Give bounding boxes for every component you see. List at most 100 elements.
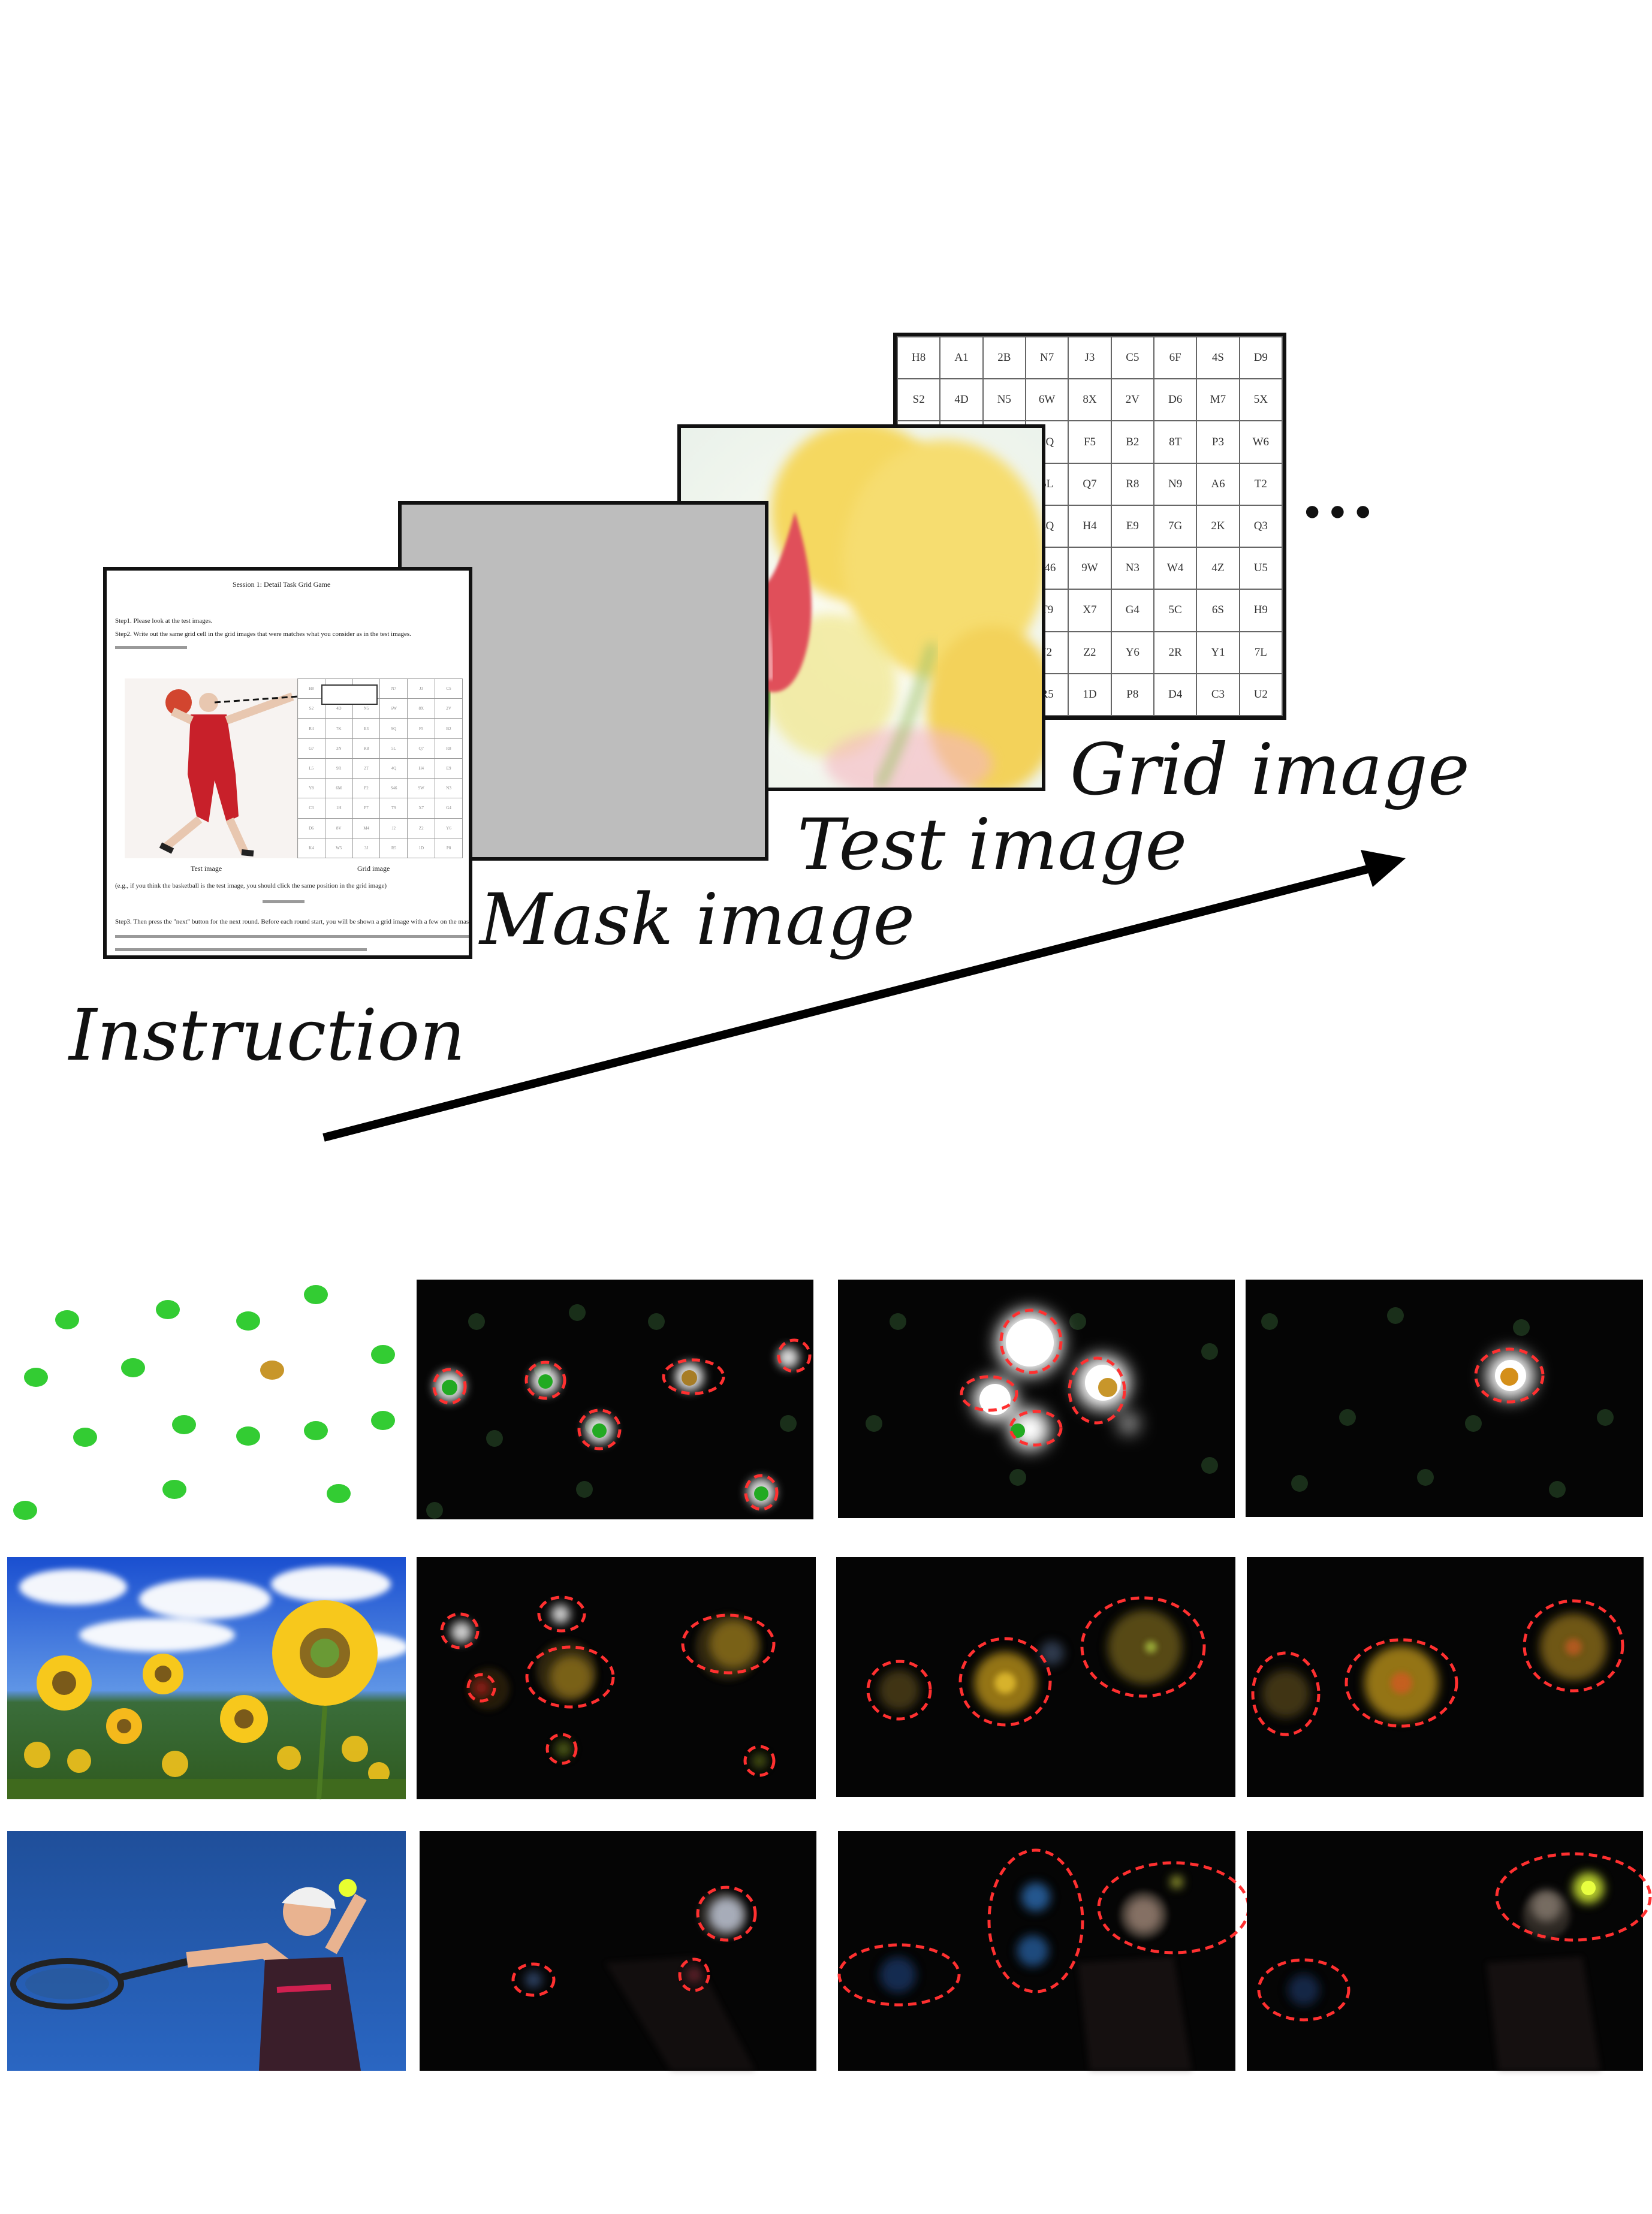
grid-cell: 4S: [1196, 336, 1240, 380]
row-sunflower-original: [7, 1557, 409, 1800]
grid-cell: 2V: [1110, 378, 1154, 422]
grid-cell: 1D: [1068, 672, 1112, 717]
grid-cell: 9W: [1068, 547, 1112, 590]
mini-grid-cell: Y6: [435, 818, 463, 838]
instruction-step1: Step1. Please look at the test images.: [115, 617, 213, 625]
grid-cell: B2: [1110, 420, 1154, 464]
instruction-card: Session 1: Detail Task Grid Game Step1. …: [103, 567, 472, 959]
instruction-title: Session 1: Detail Task Grid Game: [233, 580, 331, 589]
grid-row: S2 4D N5 6W 8X 2V D6 M7 5X: [896, 378, 1283, 422]
mini-grid-cell: K4: [297, 837, 325, 859]
grid-cell: 5C: [1153, 589, 1198, 632]
instruction-mini-grid: H8A12BN7J3C5S24DN56W8X2VR47KE39QF5B2G73N…: [297, 678, 463, 859]
row-tennis-map-3: [1247, 1831, 1652, 2071]
grid-cell: 8X: [1068, 378, 1112, 422]
mini-grid-cell: X7: [407, 798, 436, 819]
grid-cell: F5: [1068, 420, 1112, 464]
grid-cell: D4: [1153, 672, 1198, 717]
grid-cell: Y6: [1110, 631, 1154, 674]
grid-cell: 7G: [1153, 504, 1198, 548]
grid-cell: 7L: [1238, 631, 1283, 674]
grid-cell: P3: [1196, 420, 1240, 464]
grid-cell: 2B: [982, 336, 1026, 380]
grid-cell: P8: [1110, 672, 1154, 717]
grid-cell: 2R: [1153, 631, 1198, 674]
mini-grid-cell: 3J: [352, 837, 381, 859]
grid-cell: Y1: [1196, 631, 1240, 674]
basketball-player-figure: [125, 678, 299, 858]
mini-grid-highlight: [321, 684, 378, 705]
grid-cell: H4: [1068, 504, 1112, 548]
row-sunflower-map-1: [417, 1557, 816, 1799]
grid-cell: C3: [1196, 672, 1240, 717]
grid-cell: W6: [1238, 420, 1283, 464]
label-test-image: Test image: [797, 803, 1187, 886]
grid-cell: N7: [1024, 336, 1069, 380]
grid-cell: Q3: [1238, 504, 1283, 548]
grid-cell: 4D: [939, 378, 984, 422]
grid-cell: 6W: [1024, 378, 1069, 422]
label-mask-image: Mask image: [480, 878, 915, 961]
mini-grid-cell: C3: [297, 798, 325, 819]
mini-grid-cell: P2: [352, 778, 381, 799]
time-arrow: [322, 850, 1406, 1142]
instruction-test-caption: Test image: [191, 864, 222, 873]
grid-cell: U2: [1238, 672, 1283, 717]
grid-cell: 4Z: [1196, 547, 1240, 590]
instruction-step2: Step2. Write out the same grid cell in t…: [115, 631, 411, 638]
grid-cell: U5: [1238, 547, 1283, 590]
row-dots-original: [7, 1277, 409, 1520]
ellipsis: ...: [1301, 456, 1377, 533]
grid-cell: N5: [982, 378, 1026, 422]
grid-cell: E9: [1110, 504, 1154, 548]
grid-cell: N3: [1110, 547, 1154, 590]
row-dots-map-3: [1246, 1280, 1643, 1517]
mini-grid-cell: H4: [407, 758, 436, 779]
row-tennis-map-2: [837, 1831, 1250, 2071]
grid-cell: G4: [1110, 589, 1154, 632]
grid-cell: 6F: [1153, 336, 1198, 380]
mini-grid-cell: F7: [352, 798, 381, 819]
mini-grid-cell: Q7: [407, 738, 436, 759]
mini-grid-cell: Z2: [407, 818, 436, 838]
row-sunflower-map-2: [836, 1557, 1235, 1797]
label-instruction: Instruction: [69, 994, 466, 1076]
mini-grid-cell: Y8: [297, 778, 325, 799]
grid-cell: N9: [1153, 462, 1198, 506]
row-tennis-map-1: [420, 1831, 816, 2071]
mini-grid-cell: G4: [435, 798, 463, 819]
grid-cell: 6S: [1196, 589, 1240, 632]
grid-cell: A6: [1196, 462, 1240, 506]
grid-cell: D9: [1238, 336, 1283, 380]
grid-cell: A1: [939, 336, 984, 380]
row-dots-map-1: [417, 1280, 813, 1519]
label-grid-image: Grid image: [1070, 728, 1470, 811]
mini-grid-cell: 1D: [407, 837, 436, 859]
grid-row: H8 A1 2B N7 J3 C5 6F 4S D9: [896, 336, 1283, 380]
row-dots-map-2: [838, 1280, 1235, 1518]
test-image-card: [677, 424, 1045, 791]
grid-cell: Q7: [1068, 462, 1112, 506]
grid-cell: 5X: [1238, 378, 1283, 422]
grid-cell: H9: [1238, 589, 1283, 632]
mini-grid-cell: R8: [435, 738, 463, 759]
mini-grid-cell: H8: [297, 678, 325, 699]
mini-grid-cell: P8: [435, 837, 463, 859]
grid-cell: X7: [1068, 589, 1112, 632]
grid-cell: C5: [1110, 336, 1154, 380]
grid-cell: 8T: [1153, 420, 1198, 464]
grid-cell: D6: [1153, 378, 1198, 422]
mini-grid-cell: W5: [324, 837, 353, 859]
mini-grid-cell: M4: [352, 818, 381, 838]
mini-grid-cell: J3: [407, 678, 436, 699]
grid-cell: 2K: [1196, 504, 1240, 548]
row-sunflower-map-3: [1247, 1557, 1644, 1797]
grid-cell: S2: [896, 378, 941, 422]
grid-cell: Z2: [1068, 631, 1112, 674]
grid-cell: M7: [1196, 378, 1240, 422]
instruction-example: (e.g., if you think the basketball is th…: [115, 882, 387, 889]
grid-cell: R8: [1110, 462, 1154, 506]
mini-grid-cell: E9: [435, 758, 463, 779]
mini-grid-cell: S46: [379, 778, 408, 799]
mini-grid-cell: 9W: [407, 778, 436, 799]
